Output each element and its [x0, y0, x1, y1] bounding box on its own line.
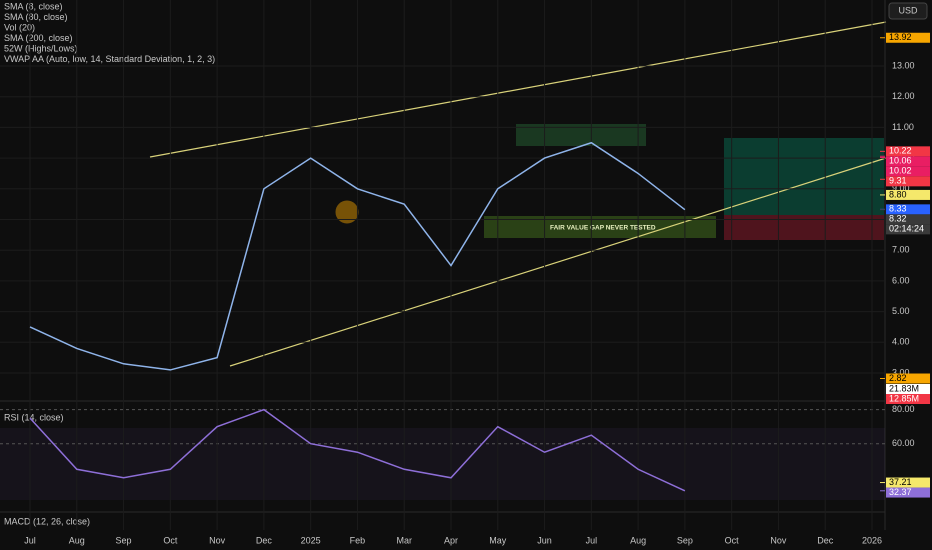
rsi-line — [29, 408, 686, 492]
stop-zone — [724, 215, 884, 240]
y-tick-label: 9.00 — [892, 183, 910, 193]
price-tag-label: 8.80 — [889, 189, 907, 199]
legend-entry: SMA (80, close) — [4, 12, 68, 22]
y-tick-label: 12.00 — [892, 91, 915, 101]
legend-entry: 52W (Highs/Lows) — [4, 43, 78, 53]
rsi-label: RSI (14, close) — [4, 412, 64, 422]
volume-tag-label: 21.83M — [889, 383, 919, 393]
y-tick-label: 13.00 — [892, 60, 915, 70]
price-tag-label: 10.06 — [889, 156, 912, 166]
y-tick-label: 5.00 — [892, 306, 910, 316]
x-tick-label: Dec — [817, 535, 834, 545]
price-tag-label: 8.32 — [889, 214, 907, 224]
price-tag — [886, 373, 930, 384]
y-tick-label: 4.00 — [892, 337, 910, 347]
legend-entry: SMA (200, close) — [4, 33, 73, 43]
price-tag-label: 10.22 — [889, 146, 912, 156]
x-tick-label: 2026 — [862, 535, 882, 545]
y-tick-label: 11.00 — [892, 122, 914, 132]
x-tick-label: Sep — [116, 535, 132, 545]
y2-tick-label: 60.00 — [892, 438, 915, 448]
price-tag — [886, 189, 930, 200]
x-tick-label: 2025 — [301, 535, 321, 545]
x-tick-label: Apr — [444, 535, 458, 545]
x-tick-label: Jul — [24, 535, 36, 545]
currency-button[interactable] — [888, 2, 928, 20]
x-tick-label: Nov — [770, 535, 787, 545]
price-line — [29, 141, 686, 371]
price-tag-label: 2.82 — [889, 373, 907, 383]
legend-entry: SMA (8, close) — [4, 1, 63, 11]
x-tick-label: Dec — [256, 535, 273, 545]
indicator-legend: SMA (8, close)SMA (80, close)Vol (20)SMA… — [4, 1, 215, 64]
price-tag-label: 10.02 — [889, 166, 912, 176]
lower-trendline — [229, 157, 887, 367]
price-tag-label: 8.33 — [889, 204, 907, 214]
y-tick-label: 6.00 — [892, 275, 910, 285]
x-tick-label: Jun — [537, 535, 552, 545]
countdown: 02:14:24 — [889, 224, 924, 234]
upper-trendline — [149, 21, 887, 158]
x-tick-label: Sep — [677, 535, 693, 545]
volume-tag-label: 12.85M — [889, 393, 919, 403]
price-tag — [886, 32, 930, 43]
macd-label: MACD (12, 26, close) — [4, 516, 90, 526]
x-tick-label: Oct — [725, 535, 740, 545]
x-tick-label: Aug — [630, 535, 646, 545]
x-tick-label: Mar — [396, 535, 412, 545]
price-tag — [886, 156, 930, 167]
currency[interactable]: USD — [898, 5, 918, 15]
y2-tick-label: 80.00 — [892, 404, 915, 414]
x-tick-label: Feb — [350, 535, 366, 545]
long-target-zone — [724, 138, 884, 215]
volume-tag — [886, 394, 930, 404]
x-tick-label: May — [489, 535, 507, 545]
price-tag — [886, 214, 930, 225]
legend-entry: Vol (20) — [4, 22, 35, 32]
y-tick-label: 3.00 — [892, 367, 910, 377]
legend-entry: VWAP AA (Auto, low, 14, Standard Deviati… — [4, 54, 215, 64]
price-tag-label: 32.37 — [889, 487, 912, 497]
price-tag — [886, 487, 930, 498]
range-zone — [516, 124, 646, 146]
volume-tag — [886, 384, 930, 394]
price-tag — [886, 477, 930, 488]
countdown-box — [886, 224, 930, 235]
price-tag-label: 9.31 — [889, 176, 907, 186]
price-tag — [886, 146, 930, 157]
price-tag — [886, 176, 930, 187]
rsi-band — [0, 428, 885, 500]
fvg-zone — [484, 216, 716, 238]
marker-circle — [335, 200, 359, 224]
x-tick-label: Jul — [586, 535, 598, 545]
x-tick-label: Oct — [163, 535, 178, 545]
price-tag — [886, 204, 930, 215]
price-tag — [886, 166, 930, 177]
x-tick-label: Nov — [209, 535, 226, 545]
annotation: FAIR VALUE GAP NEVER TESTED — [550, 225, 656, 232]
y-tick-label: 7.00 — [892, 245, 910, 255]
price-tag-label: 13.92 — [889, 32, 912, 42]
price-tag-label: 37.21 — [889, 477, 912, 487]
x-tick-label: Aug — [69, 535, 85, 545]
